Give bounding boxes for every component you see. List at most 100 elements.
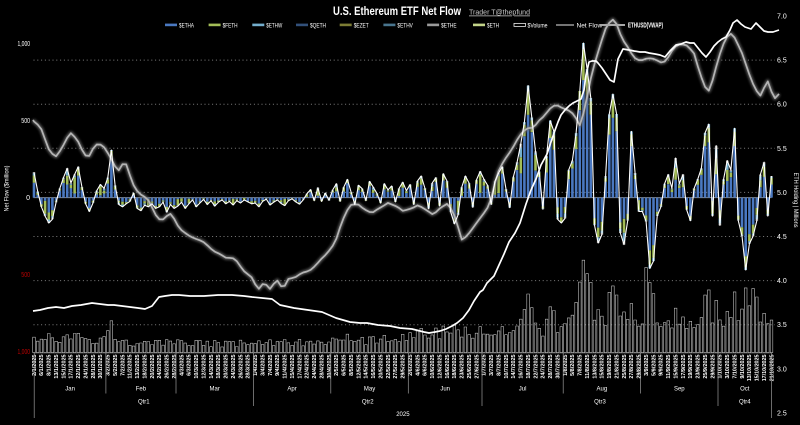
svg-text:28/2/2025: 28/2/2025 — [172, 355, 178, 379]
svg-text:7/4/2025: 7/4/2025 — [268, 354, 274, 375]
svg-text:2/6/2025: 2/6/2025 — [408, 354, 414, 375]
svg-text:21/8/2025: 21/8/2025 — [614, 355, 620, 379]
svg-text:1,000: 1,000 — [18, 349, 31, 356]
svg-text:7/8/2025: 7/8/2025 — [578, 354, 584, 375]
svg-text:16/7/2025: 16/7/2025 — [519, 355, 525, 379]
svg-text:21/10/2025: 21/10/2025 — [769, 355, 775, 382]
svg-text:6/1/2025: 6/1/2025 — [39, 354, 45, 375]
svg-text:Mar: Mar — [210, 387, 220, 393]
svg-text:Jun: Jun — [440, 387, 450, 393]
svg-text:20/2/2025: 20/2/2025 — [150, 355, 156, 379]
svg-text:1,000: 1,000 — [18, 41, 31, 48]
svg-text:8/1/2025: 8/1/2025 — [47, 354, 53, 375]
svg-text:6/6/2025: 6/6/2025 — [423, 354, 429, 375]
svg-text:17/9/2025: 17/9/2025 — [681, 355, 687, 379]
svg-text:24/7/2025: 24/7/2025 — [541, 355, 547, 379]
svg-text:2/5/2025: 2/5/2025 — [334, 354, 340, 375]
svg-text:$ETHW: $ETHW — [266, 22, 283, 29]
svg-text:3/2/2025: 3/2/2025 — [106, 354, 112, 375]
svg-text:0: 0 — [26, 195, 30, 202]
svg-text:23/9/2025: 23/9/2025 — [696, 355, 702, 379]
svg-text:Net Flow ($million): Net Flow ($million) — [4, 166, 11, 212]
svg-text:30/1/2025: 30/1/2025 — [98, 355, 104, 379]
svg-text:23/6/2025: 23/6/2025 — [460, 355, 466, 379]
svg-text:2.5: 2.5 — [777, 410, 787, 417]
svg-text:3.0: 3.0 — [777, 366, 787, 373]
svg-text:$ETHE: $ETHE — [441, 22, 457, 29]
svg-text:15/1/2025: 15/1/2025 — [61, 355, 67, 379]
svg-text:14/7/2025: 14/7/2025 — [511, 355, 517, 379]
svg-text:4/3/2025: 4/3/2025 — [179, 354, 185, 375]
svg-text:1/4/2025: 1/4/2025 — [253, 354, 259, 375]
svg-text:$QETH: $QETH — [310, 22, 326, 29]
svg-text:11/2/2025: 11/2/2025 — [128, 355, 134, 379]
svg-text:18/7/2025: 18/7/2025 — [526, 355, 532, 379]
svg-text:3/9/2025: 3/9/2025 — [644, 354, 650, 375]
svg-text:13/10/2025: 13/10/2025 — [747, 355, 753, 382]
svg-text:26/3/2025: 26/3/2025 — [238, 355, 244, 379]
svg-text:19/9/2025: 19/9/2025 — [688, 355, 694, 379]
svg-text:11/9/2025: 11/9/2025 — [666, 355, 672, 379]
svg-text:3.5: 3.5 — [777, 322, 787, 329]
svg-text:$Volume: $Volume — [528, 22, 548, 29]
svg-text:Jan: Jan — [65, 387, 75, 393]
svg-text:25/9/2025: 25/9/2025 — [703, 355, 709, 379]
svg-text:14/3/2025: 14/3/2025 — [209, 355, 215, 379]
svg-text:5/2/2025: 5/2/2025 — [113, 354, 119, 375]
svg-text:16/6/2025: 16/6/2025 — [445, 355, 451, 379]
svg-text:22/1/2025: 22/1/2025 — [76, 355, 82, 379]
svg-text:12/6/2025: 12/6/2025 — [437, 355, 443, 379]
svg-text:4.5: 4.5 — [777, 234, 787, 241]
svg-text:Jul: Jul — [519, 387, 527, 393]
svg-text:18/2/2025: 18/2/2025 — [142, 355, 148, 379]
svg-text:Aug: Aug — [597, 387, 608, 393]
svg-text:28/3/2025: 28/3/2025 — [246, 355, 252, 379]
svg-text:Qtr1: Qtr1 — [138, 400, 150, 406]
svg-text:6.5: 6.5 — [777, 58, 787, 65]
svg-text:Qtr2: Qtr2 — [362, 400, 374, 406]
svg-text:11/8/2025: 11/8/2025 — [585, 355, 591, 379]
svg-text:9/10/2025: 9/10/2025 — [740, 355, 746, 379]
svg-text:12/5/2025: 12/5/2025 — [356, 355, 362, 379]
svg-text:Apr: Apr — [287, 387, 296, 393]
svg-text:1/8/2025: 1/8/2025 — [563, 354, 569, 375]
svg-text:Trader T@thepfund: Trader T@thepfund — [469, 8, 530, 17]
svg-text:$ETHA: $ETHA — [179, 22, 194, 29]
svg-text:10/6/2025: 10/6/2025 — [430, 355, 436, 379]
svg-text:2025: 2025 — [396, 412, 410, 418]
svg-text:24/3/2025: 24/3/2025 — [231, 355, 237, 379]
svg-text:28/7/2025: 28/7/2025 — [548, 355, 554, 379]
svg-text:15/9/2025: 15/9/2025 — [673, 355, 679, 379]
svg-text:13/8/2025: 13/8/2025 — [592, 355, 598, 379]
svg-text:$ETH: $ETH — [487, 22, 499, 29]
svg-text:13/2/2025: 13/2/2025 — [135, 355, 141, 379]
svg-text:$EZET: $EZET — [354, 22, 369, 29]
svg-text:3/7/2025: 3/7/2025 — [489, 354, 495, 375]
svg-text:8/5/2025: 8/5/2025 — [349, 354, 355, 375]
svg-text:24/4/2025: 24/4/2025 — [312, 355, 318, 379]
svg-text:25/6/2025: 25/6/2025 — [467, 355, 473, 379]
svg-text:Sep: Sep — [674, 387, 685, 393]
svg-text:29/9/2025: 29/9/2025 — [710, 355, 716, 379]
svg-text:28/1/2025: 28/1/2025 — [91, 355, 97, 379]
svg-text:1/7/2025: 1/7/2025 — [482, 354, 488, 375]
svg-text:$ETHV: $ETHV — [397, 22, 413, 29]
svg-text:22/4/2025: 22/4/2025 — [305, 355, 311, 379]
svg-text:7/10/2025: 7/10/2025 — [732, 355, 738, 379]
svg-text:30/7/2025: 30/7/2025 — [555, 355, 561, 379]
svg-text:29/8/2025: 29/8/2025 — [637, 355, 643, 379]
svg-text:7/2/2025: 7/2/2025 — [120, 354, 126, 375]
svg-text:27/5/2025: 27/5/2025 — [393, 355, 399, 379]
svg-text:10/7/2025: 10/7/2025 — [504, 354, 510, 378]
svg-text:8/7/2025: 8/7/2025 — [496, 354, 502, 375]
svg-text:10/3/2025: 10/3/2025 — [194, 355, 200, 379]
svg-text:11/4/2025: 11/4/2025 — [283, 355, 289, 379]
svg-text:$FETH: $FETH — [223, 22, 238, 29]
svg-text:6.0: 6.0 — [777, 102, 787, 109]
svg-text:6/3/2025: 6/3/2025 — [187, 354, 193, 375]
svg-text:16/5/2025: 16/5/2025 — [371, 355, 377, 379]
svg-text:Net Flow: Net Flow — [577, 22, 603, 29]
svg-text:5.0: 5.0 — [777, 190, 787, 197]
svg-text:14/5/2025: 14/5/2025 — [364, 355, 370, 379]
svg-text:4/6/2025: 4/6/2025 — [415, 354, 421, 375]
